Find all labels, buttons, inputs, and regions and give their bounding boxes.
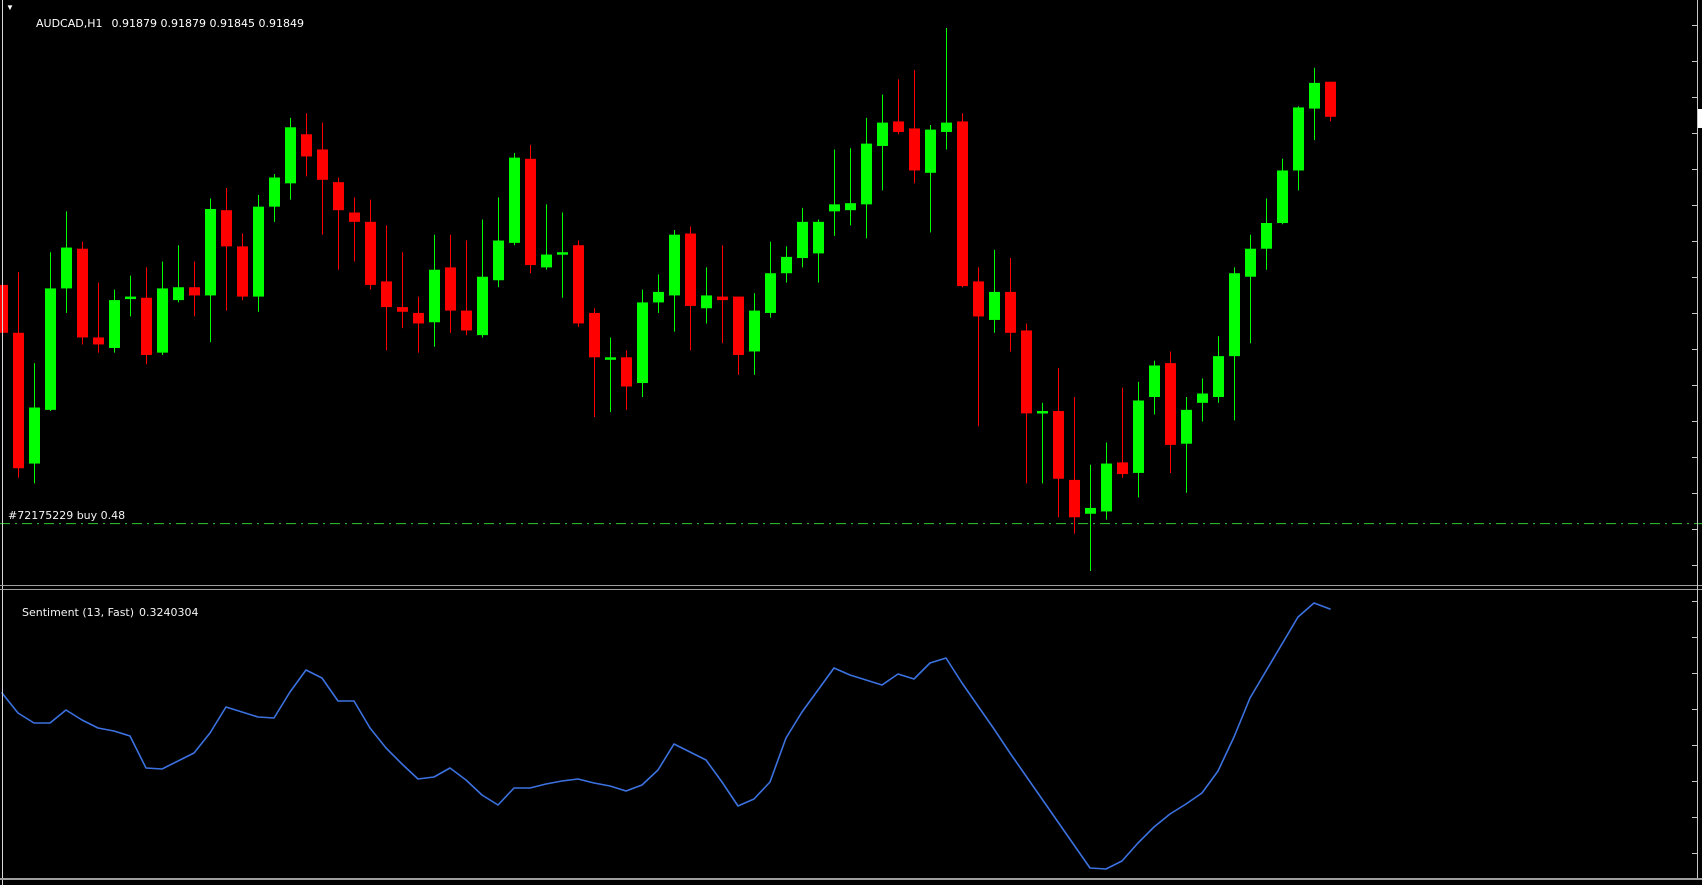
indicator-value: 0.3240304 [139, 606, 199, 619]
chart-dropdown-icon[interactable]: ▼ [6, 3, 14, 12]
indicator-name: Sentiment (13, Fast) [22, 606, 135, 619]
chart-header: AUDCAD,H1 0.91879 0.91879 0.91845 0.91849 [22, 4, 304, 43]
ohlc-readout: 0.91879 0.91879 0.91845 0.91849 [111, 17, 304, 30]
price-axis-scale[interactable] [1692, 0, 1702, 878]
candles-layer[interactable] [0, 28, 1336, 571]
symbol-period-label: AUDCAD,H1 [36, 17, 103, 30]
sentiment-line [1, 602, 1331, 870]
open-position-label: #72175229 buy 0.48 [8, 509, 126, 522]
indicator-label: Sentiment (13, Fast) 0.3240304 [8, 593, 199, 632]
